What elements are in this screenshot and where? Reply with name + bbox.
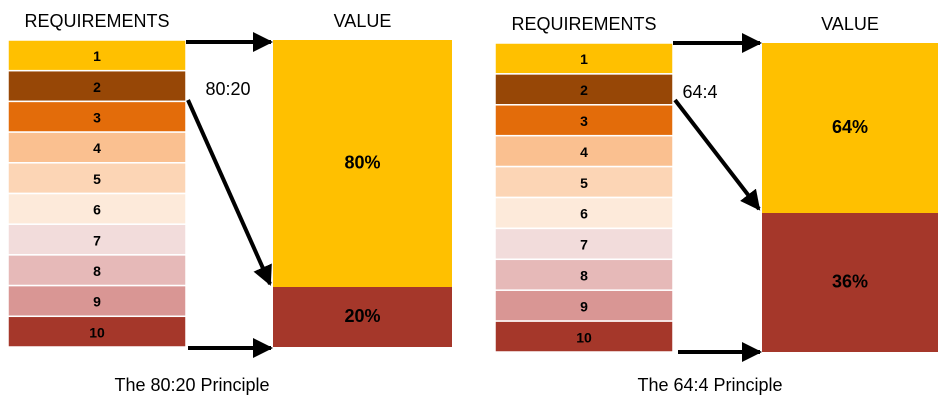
requirement-row <box>494 227 674 261</box>
requirement-label: 3 <box>93 109 101 125</box>
value-bottom-label: 20% <box>344 306 380 326</box>
requirement-row <box>7 69 187 103</box>
ratio-label: 80:20 <box>205 79 250 99</box>
requirement-row <box>494 134 674 168</box>
value-top-label: 80% <box>344 152 380 172</box>
caption: The 80:20 Principle <box>114 375 269 395</box>
requirement-label: 7 <box>93 232 101 248</box>
requirement-label: 1 <box>93 48 101 64</box>
requirement-label: 6 <box>93 202 101 218</box>
requirement-label: 5 <box>580 175 588 191</box>
value-top <box>273 40 452 287</box>
value-bottom-label: 36% <box>832 271 868 291</box>
requirement-label: 5 <box>93 171 101 187</box>
value-header: VALUE <box>334 11 392 31</box>
requirement-row <box>494 320 674 353</box>
requirement-row <box>494 196 674 230</box>
requirement-label: 10 <box>89 324 105 340</box>
requirement-label: 2 <box>580 82 588 98</box>
panel: REQUIREMENTS VALUE 1 2 3 4 5 6 7 8 9 10 80% 20% 80:20 T… <box>7 11 452 395</box>
requirement-row <box>494 289 674 322</box>
requirement-label: 3 <box>580 113 588 129</box>
requirement-label: 7 <box>580 237 588 253</box>
requirements-header: REQUIREMENTS <box>511 14 656 34</box>
requirement-label: 1 <box>580 51 588 67</box>
value-bottom <box>273 287 452 347</box>
requirement-label: 8 <box>93 263 101 279</box>
arrow <box>186 99 272 286</box>
requirement-label: 6 <box>580 206 588 222</box>
requirement-row <box>494 165 674 199</box>
ratio-label: 64:4 <box>682 82 717 102</box>
requirement-row <box>7 131 187 164</box>
requirement-row <box>7 254 187 287</box>
requirement-label: 4 <box>93 140 101 156</box>
requirement-label: 9 <box>580 298 588 314</box>
requirement-label: 2 <box>93 79 101 95</box>
requirement-row <box>7 315 187 348</box>
requirements-header: REQUIREMENTS <box>24 11 169 31</box>
arrow <box>673 98 761 211</box>
panel: REQUIREMENTS VALUE 1 2 3 4 5 6 7 8 9 10 64% 36% 64:4 Th… <box>494 14 938 395</box>
requirement-row <box>494 258 674 291</box>
value-top <box>762 43 938 213</box>
requirement-label: 9 <box>93 294 101 310</box>
requirement-label: 10 <box>576 329 592 345</box>
requirement-row <box>7 192 187 225</box>
requirement-label: 8 <box>580 267 588 283</box>
value-header: VALUE <box>821 14 879 34</box>
requirement-label: 4 <box>580 144 588 160</box>
requirement-row <box>7 39 187 72</box>
caption: The 64:4 Principle <box>637 375 782 395</box>
value-top-label: 64% <box>832 117 868 137</box>
requirement-row <box>494 42 674 75</box>
value-bottom <box>762 213 938 352</box>
